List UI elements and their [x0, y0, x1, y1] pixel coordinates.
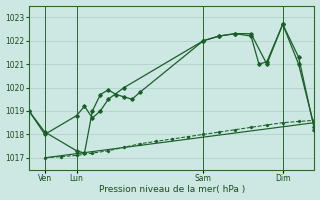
X-axis label: Pression niveau de la mer( hPa ): Pression niveau de la mer( hPa ): [99, 185, 245, 194]
